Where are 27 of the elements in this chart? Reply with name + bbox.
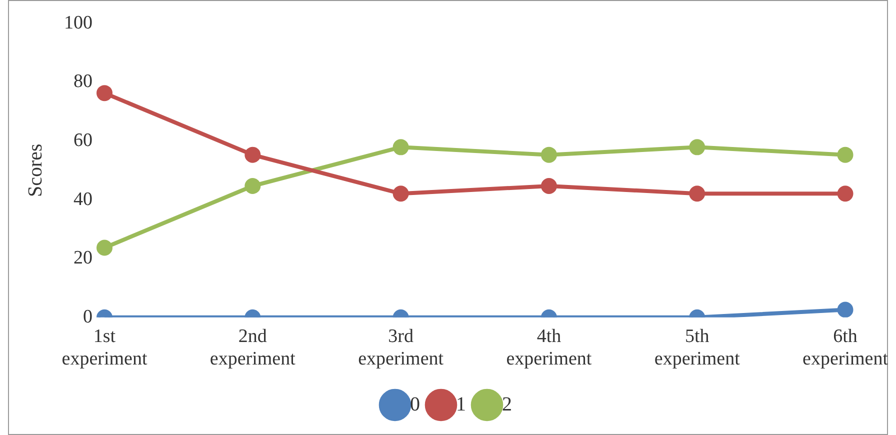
x-tick-label: 2nd experiment — [210, 326, 296, 370]
point — [96, 85, 112, 102]
point — [540, 178, 557, 194]
y-axis-title: Scores — [24, 144, 46, 198]
legend-label: 2 — [502, 393, 512, 416]
point — [689, 139, 706, 156]
point — [689, 186, 706, 202]
point — [837, 186, 854, 202]
point — [244, 146, 261, 163]
x-tick-label: 5th experiment — [654, 326, 741, 370]
legend-label: 0 — [410, 393, 420, 416]
legend-label: 1 — [456, 393, 466, 416]
y-tick-label: 100 — [64, 12, 92, 34]
x-tick-label: 6th experiment — [802, 326, 889, 370]
x-tick-label: 1st experiment — [62, 326, 148, 370]
y-tick-label: 20 — [74, 248, 92, 269]
point — [540, 146, 557, 163]
y-tick-label: 80 — [74, 71, 92, 92]
point — [392, 186, 409, 202]
point — [244, 178, 261, 194]
y-tick-label: 40 — [74, 188, 92, 210]
y-tick-label: 0 — [83, 306, 92, 328]
point — [392, 139, 409, 156]
point — [837, 146, 854, 163]
x-tick-label: 4th experiment — [506, 326, 592, 370]
x-tick-label: 3rd experiment — [358, 326, 444, 370]
y-tick-label: 60 — [74, 130, 92, 151]
